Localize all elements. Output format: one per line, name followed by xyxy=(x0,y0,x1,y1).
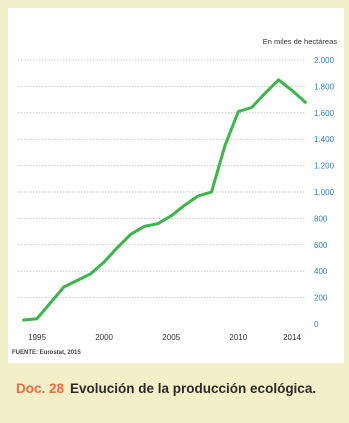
y-tick-label: 2.000 xyxy=(314,56,335,65)
y-axis-ticks: 2.000 1.800 1.600 1.400 1.200 1.000 800 600 400 2… xyxy=(314,56,335,329)
x-tick-label: 2005 xyxy=(162,333,180,342)
y-tick-label: 1.400 xyxy=(314,135,335,144)
y-tick-label: 600 xyxy=(314,241,328,250)
source-label: FUENTE: Eurostat, 2015 xyxy=(12,350,81,356)
y-tick-label: 200 xyxy=(314,294,328,303)
x-tick-label: 2010 xyxy=(229,333,247,342)
y-tick-label: 0 xyxy=(314,320,319,329)
caption-text: Evolución de la producción ecológica. xyxy=(70,381,317,396)
caption: Doc. 28 Evolución de la producción ecológ… xyxy=(16,380,336,397)
series-layer xyxy=(22,78,307,322)
plot-panel xyxy=(8,8,344,363)
x-tick-label: 2014 xyxy=(283,333,301,342)
y-tick-label: 1.200 xyxy=(314,162,335,171)
caption-doc-label: Doc. 28 xyxy=(16,381,65,396)
y-tick-label: 1.600 xyxy=(314,109,335,118)
y-tick-label: 400 xyxy=(314,267,328,276)
x-tick-label: 1995 xyxy=(28,333,46,342)
x-axis-ticks: 1995 2000 2005 2010 2014 xyxy=(28,333,301,342)
series-line xyxy=(22,78,307,322)
x-tick-label: 2000 xyxy=(95,333,113,342)
unit-label: En miles de hectáreas xyxy=(263,37,337,46)
y-tick-label: 1.000 xyxy=(314,188,335,197)
gridlines xyxy=(18,59,306,299)
y-tick-label: 1.800 xyxy=(314,82,335,91)
y-tick-label: 800 xyxy=(314,214,328,223)
